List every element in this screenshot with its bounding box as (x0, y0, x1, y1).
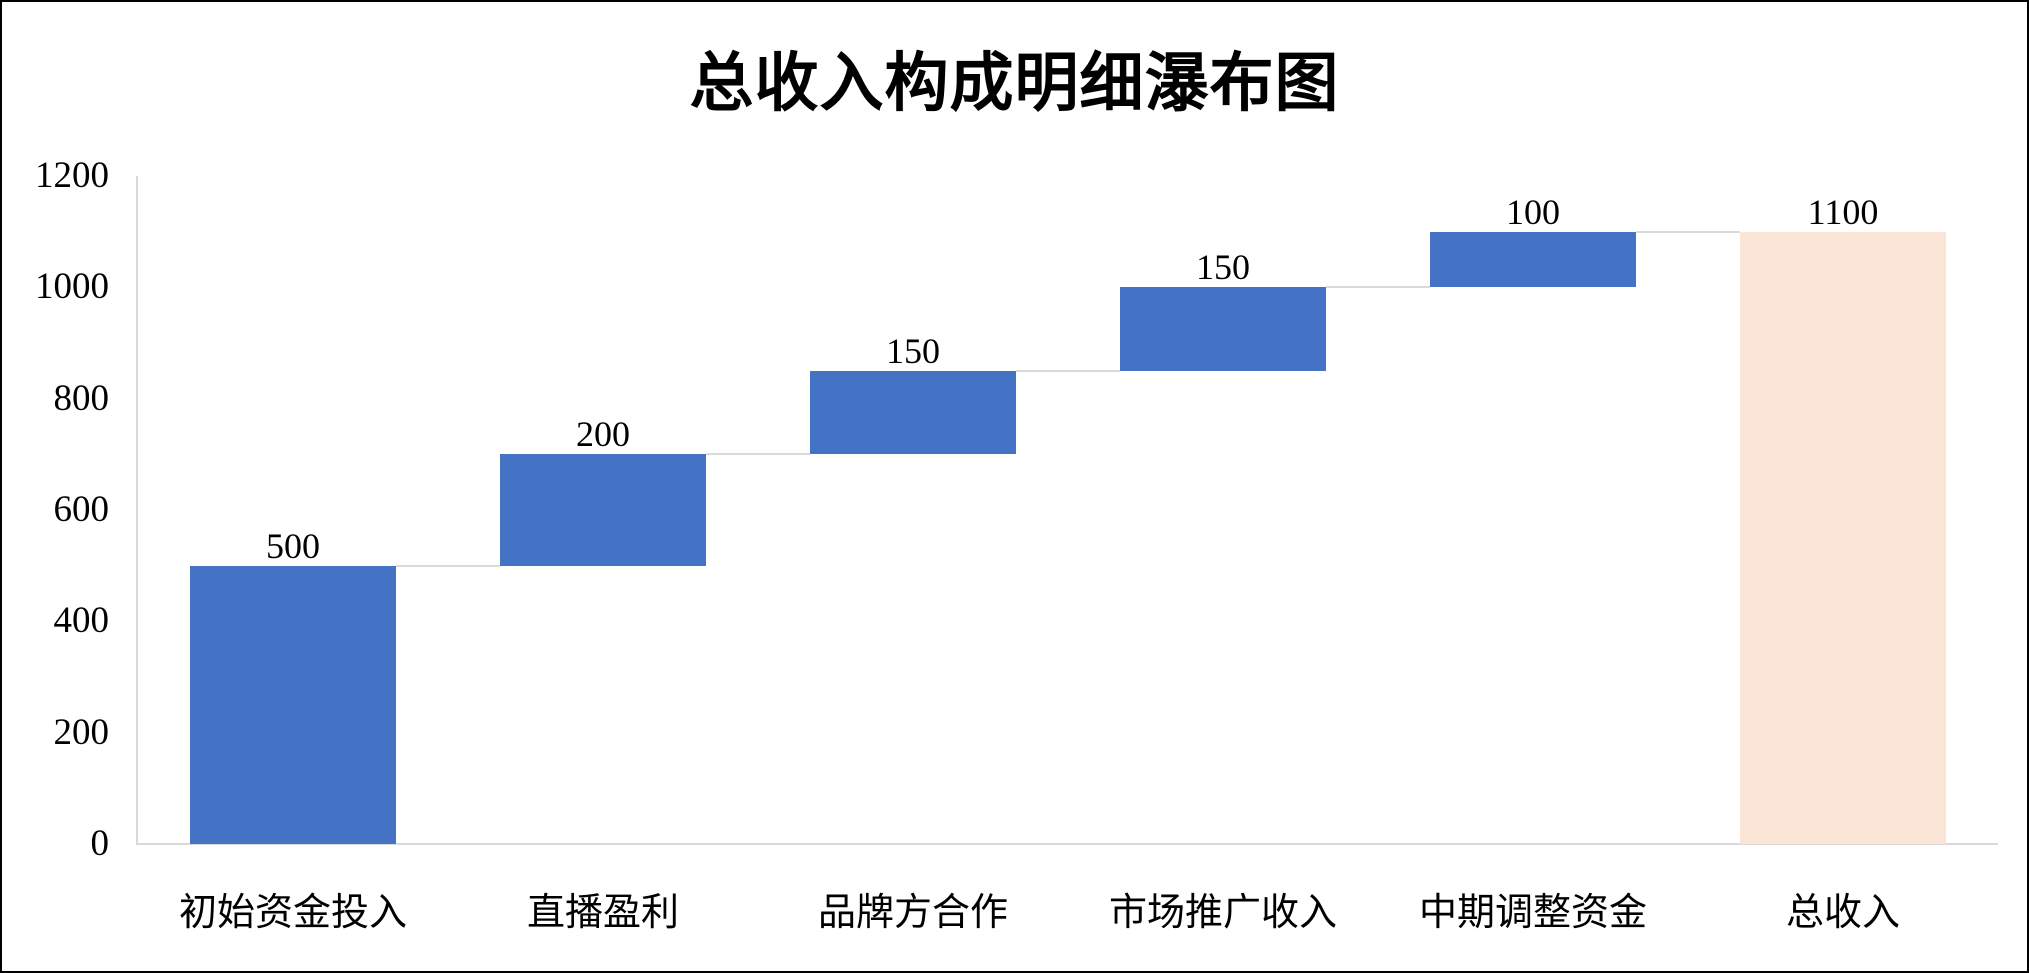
data-label: 500 (266, 525, 320, 566)
data-label: 100 (1506, 191, 1560, 232)
data-label: 150 (886, 330, 940, 371)
y-tick-label: 1200 (35, 155, 109, 196)
increase-bar (810, 370, 1016, 455)
connector-line (1636, 230, 1740, 233)
connector-line (1326, 286, 1430, 289)
y-tick-label: 800 (53, 377, 110, 419)
increase-bar (190, 565, 396, 844)
y-tick-label: 200 (53, 711, 110, 753)
data-label: 1100 (1807, 191, 1879, 232)
y-tick-label: 0 (90, 823, 110, 864)
x-axis-category-label: 直播盈利 (526, 890, 679, 934)
total-bar (1740, 231, 1946, 844)
x-axis-category-label: 中期调整资金 (1418, 890, 1647, 934)
y-axis-line (136, 176, 138, 845)
x-axis-line (136, 843, 1998, 845)
x-axis-category-label: 初始资金投入 (178, 890, 407, 934)
y-tick-label: 400 (53, 600, 110, 642)
x-axis-category-label: 总收入 (1785, 890, 1900, 934)
increase-bar (1430, 231, 1636, 288)
data-label: 150 (1196, 247, 1250, 288)
x-axis-category-label: 品牌方合作 (817, 890, 1008, 934)
connector-line (706, 453, 810, 456)
y-tick-label: 1000 (35, 266, 109, 308)
y-tick-label: 600 (53, 489, 110, 530)
connector-line (1016, 369, 1120, 372)
chart-title: 总收入构成明细瀑布图 (689, 47, 1340, 121)
connector-line (396, 564, 500, 567)
data-label: 200 (576, 414, 630, 455)
increase-bar (1120, 287, 1326, 371)
x-axis-category-label: 市场推广收入 (1108, 890, 1337, 934)
increase-bar (500, 454, 706, 566)
